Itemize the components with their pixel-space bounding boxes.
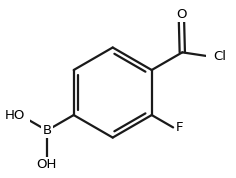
Text: O: O — [176, 8, 187, 21]
Text: Cl: Cl — [213, 50, 226, 63]
Text: F: F — [176, 121, 184, 134]
Text: OH: OH — [37, 158, 57, 171]
Text: HO: HO — [4, 109, 25, 122]
Text: B: B — [42, 124, 51, 137]
